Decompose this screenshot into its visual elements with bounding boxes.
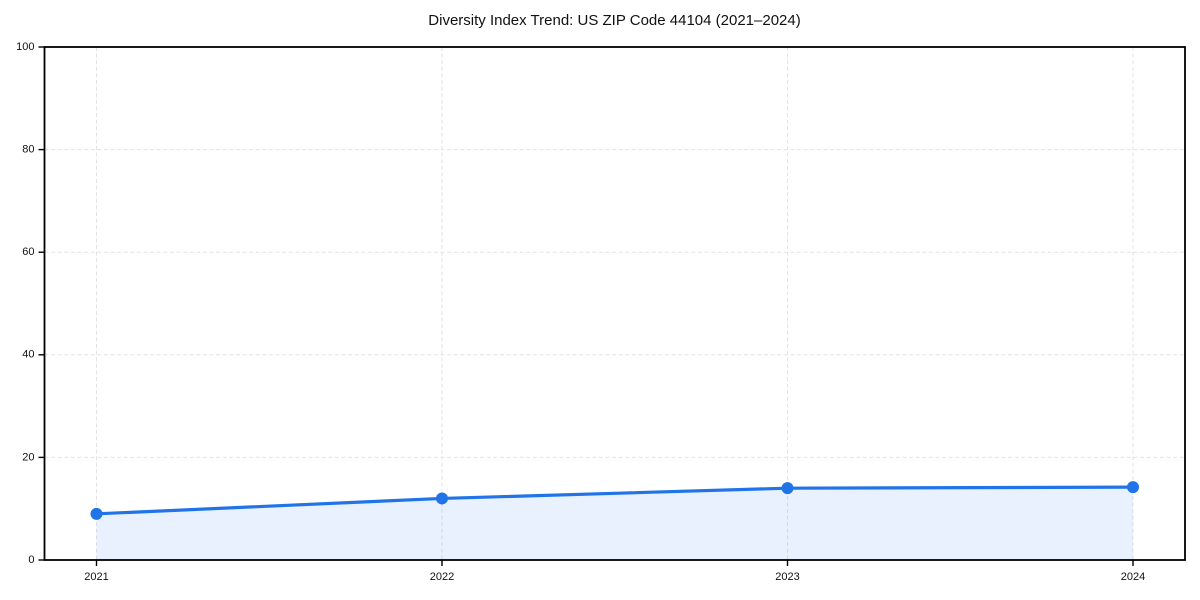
x-tick-label: 2021 (84, 571, 108, 583)
x-tick-label: 2024 (1121, 571, 1145, 583)
y-tick-label: 40 (22, 349, 34, 361)
data-point (781, 482, 794, 495)
y-tick-label: 0 (28, 554, 34, 566)
area-fill (96, 487, 1133, 560)
y-tick-label: 80 (22, 144, 34, 156)
x-tick-label: 2022 (430, 571, 454, 583)
x-tick-label: 2023 (775, 571, 799, 583)
data-point (436, 492, 448, 505)
y-tick-label: 20 (22, 451, 34, 463)
data-point (1127, 481, 1139, 494)
line-series (94, 485, 1135, 516)
y-tick-label: 100 (16, 41, 34, 53)
chart-title: Diversity Index Trend: US ZIP Code 44104… (428, 12, 801, 29)
y-tick-label: 60 (22, 246, 34, 258)
axes-spines (43, 46, 1186, 561)
data-point (90, 507, 103, 520)
